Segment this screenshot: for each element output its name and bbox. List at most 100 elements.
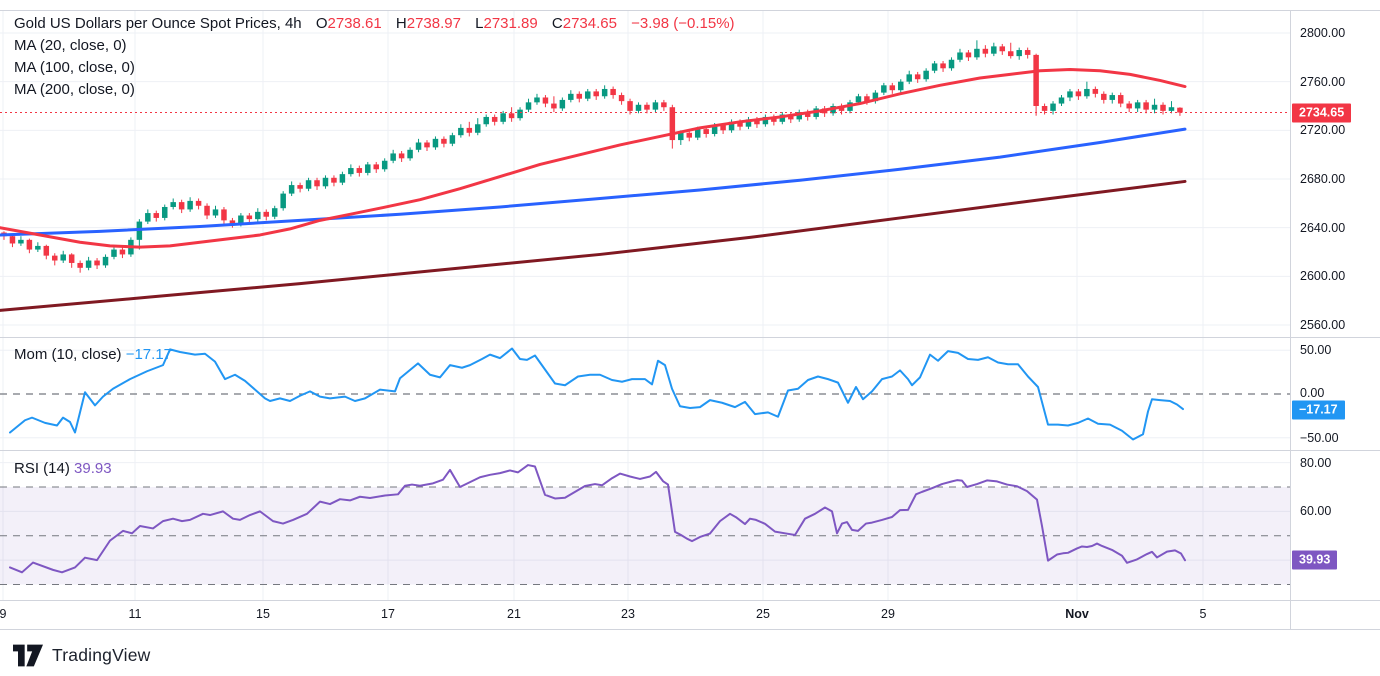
candle-body <box>940 63 946 69</box>
momentum-value: −17.17 <box>125 346 172 363</box>
candle-body <box>390 153 396 161</box>
candle-body <box>999 46 1006 52</box>
symbol-title: Gold US Dollars per Ounce Spot Prices, 4… <box>14 15 302 32</box>
candle-body <box>85 260 92 268</box>
ohlc-high-value: 2738.97 <box>406 15 461 32</box>
candle-body <box>754 119 760 125</box>
candle-body <box>1024 50 1031 55</box>
tradingview-watermark[interactable]: TradingView <box>13 644 151 667</box>
chart-legend: Gold US Dollars per Ounce Spot Prices, 4… <box>14 13 735 101</box>
ohlc-low-value: 2731.89 <box>483 15 538 32</box>
candle-body <box>694 129 701 138</box>
candle-body <box>356 168 363 173</box>
candle-body <box>1134 102 1141 109</box>
price-axis-label: 2720.00 <box>1300 123 1346 138</box>
candles <box>1 40 1183 273</box>
candle-body <box>906 74 912 82</box>
candle-body <box>661 102 667 108</box>
candle-body <box>170 202 176 207</box>
candle-body <box>1067 91 1073 98</box>
rsi-badge: 39.93 <box>1292 550 1338 570</box>
candle-body <box>1016 50 1022 57</box>
candle-body <box>1041 106 1048 111</box>
momentum-label: Mom (10, close) <box>14 346 122 363</box>
candle-body <box>18 239 24 244</box>
candle-body <box>889 85 896 91</box>
candle-body <box>60 254 66 261</box>
candle-body <box>1151 104 1158 110</box>
candle-body <box>246 215 253 220</box>
price-axis-label: 2680.00 <box>1300 172 1346 186</box>
candle-body <box>1143 102 1149 110</box>
candle-body <box>1101 93 1107 100</box>
candle-body <box>94 260 100 266</box>
candle-body <box>1033 54 1039 106</box>
ohlc-close-value: 2734.65 <box>562 15 617 32</box>
candle-body <box>534 97 540 103</box>
time-axis-label: 15 <box>256 607 270 621</box>
ma100-line <box>0 127 1187 237</box>
time-axis-label: 21 <box>507 607 521 621</box>
candle-body <box>965 52 972 58</box>
ma200-legend: MA (200, close, 0) <box>14 81 135 98</box>
ma20-legend: MA (20, close, 0) <box>14 37 127 54</box>
candle-body <box>407 149 413 159</box>
candle-body <box>1058 97 1065 104</box>
candle-body <box>914 74 921 80</box>
candle-body <box>483 116 489 125</box>
candle-body <box>652 102 659 110</box>
candle-body <box>669 107 676 141</box>
candle-body <box>788 114 794 120</box>
candle-body <box>779 114 786 122</box>
momentum-legend: Mom (10, close) −17.17 <box>14 346 172 363</box>
candle-body <box>500 113 506 122</box>
ma20-line <box>0 68 1187 249</box>
rsi-axis-label: 80.00 <box>1300 455 1332 470</box>
candle-body <box>195 200 202 206</box>
candle-body <box>923 70 929 80</box>
candle-body <box>610 88 616 96</box>
candle-body <box>229 220 236 225</box>
price-change: −3.98 (−0.15%) <box>631 15 735 32</box>
candle-body <box>551 103 557 109</box>
candle-body <box>322 177 329 187</box>
candle-body <box>872 92 879 102</box>
ma200-line <box>0 179 1187 312</box>
candle-body <box>9 236 16 244</box>
candle-body <box>204 205 210 216</box>
candle-body <box>1177 107 1183 113</box>
candle-body <box>221 209 227 221</box>
candle-body <box>644 104 650 110</box>
candle-body <box>119 249 126 255</box>
candle-body <box>212 209 219 216</box>
candle-body <box>678 132 684 141</box>
candle-body <box>68 254 75 263</box>
candle-body <box>331 177 337 183</box>
candle-body <box>35 245 41 250</box>
candle-body <box>458 127 464 136</box>
candle-body <box>627 101 633 111</box>
candle-body <box>635 104 642 111</box>
candle-body <box>593 91 599 97</box>
candle-body <box>1007 51 1014 57</box>
candle-body <box>931 63 938 71</box>
candle-body <box>111 249 117 257</box>
time-axis-label: 25 <box>756 607 770 621</box>
candle-body <box>703 129 709 134</box>
candle-body <box>584 91 591 99</box>
candle-body <box>745 119 752 127</box>
price-axis-label: 2640.00 <box>1300 220 1346 235</box>
candle-body <box>145 213 151 222</box>
time-axis-label: Nov <box>1065 607 1089 621</box>
tradingview-logo-text: TradingView <box>52 645 151 665</box>
legend-title-row: Gold US Dollars per Ounce Spot Prices, 4… <box>14 13 735 35</box>
time-axis-label: 9 <box>0 607 7 621</box>
ma100-legend: MA (100, close, 0) <box>14 59 135 76</box>
candle-body <box>1084 88 1090 97</box>
candle-body <box>449 135 456 144</box>
candle-body <box>568 93 574 100</box>
candle-body <box>280 193 286 209</box>
candle-body <box>1126 103 1132 109</box>
